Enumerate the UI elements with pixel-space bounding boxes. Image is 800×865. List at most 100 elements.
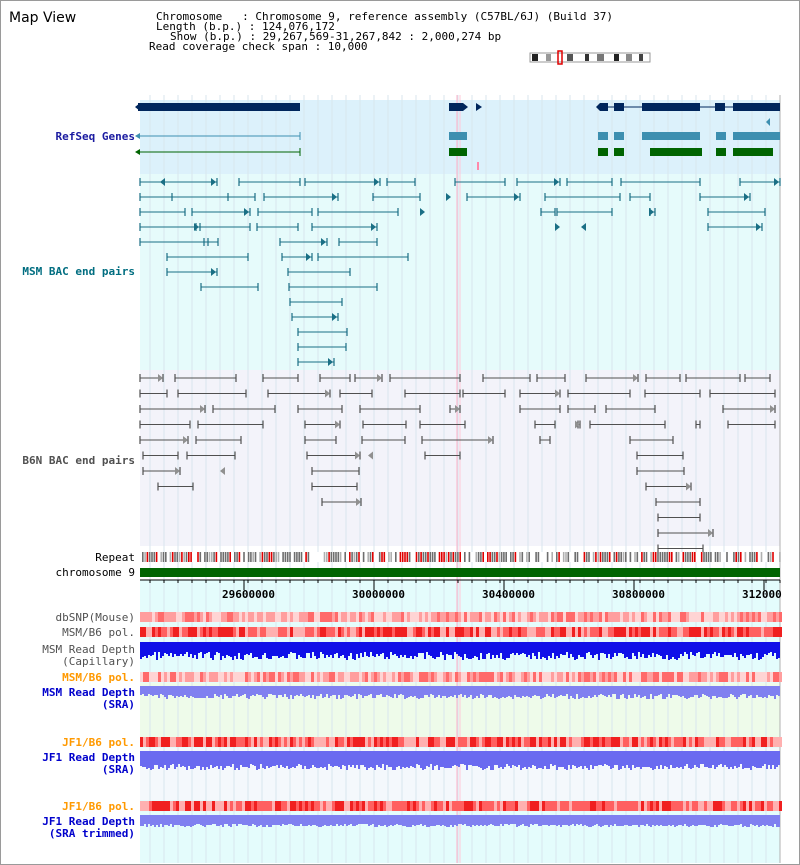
depth-bar <box>324 815 326 825</box>
depth-bar <box>230 751 232 767</box>
depth-bar <box>344 642 346 658</box>
depth-bar <box>212 751 214 768</box>
depth-bar <box>200 751 202 770</box>
msm-bac-label[interactable]: MSM BAC end pairs <box>22 265 135 278</box>
jf1-b6-pol-label-2[interactable]: JF1/B6 pol. <box>62 800 135 813</box>
depth-bar <box>620 751 622 769</box>
heat-cell <box>689 801 692 811</box>
depth-bar <box>358 686 360 694</box>
depth-bar <box>496 642 498 655</box>
heat-cell <box>368 801 371 811</box>
depth-bar <box>754 815 756 826</box>
heat-cell <box>164 627 167 637</box>
heat-cell <box>206 627 209 637</box>
dbsnp-label[interactable]: dbSNP(Mouse) <box>55 611 135 624</box>
depth-bar <box>594 815 596 825</box>
msm-pair-arrow <box>306 253 311 261</box>
depth-bar <box>174 815 176 825</box>
depth-bar <box>262 686 264 697</box>
heat-cell <box>701 737 704 747</box>
heat-cell <box>665 801 668 811</box>
heat-cell <box>236 737 239 747</box>
heat-cell <box>338 627 341 637</box>
heat-cell <box>326 612 329 622</box>
repeat-mark <box>629 552 632 562</box>
chromosome-ideogram[interactable] <box>529 50 651 65</box>
heat-cell <box>404 801 407 811</box>
repeat-mark <box>427 552 429 562</box>
heat-cell <box>467 612 470 622</box>
depth-bar <box>734 642 736 653</box>
heat-cell <box>590 612 593 622</box>
jf1-depth-trim-label[interactable]: JF1 Read Depth <box>42 815 135 828</box>
heat-cell <box>548 737 551 747</box>
depth-bar <box>352 686 354 696</box>
heat-cell <box>743 672 746 682</box>
heat-cell <box>293 672 296 682</box>
repeat-mark <box>305 552 307 562</box>
repeat-label[interactable]: Repeat <box>95 551 135 564</box>
depth-bar <box>718 751 720 765</box>
heat-cell <box>275 627 278 637</box>
refseq-genes-label[interactable]: RefSeq Genes <box>55 130 135 143</box>
heat-cell <box>596 612 599 622</box>
depth-bar <box>148 815 150 824</box>
jf1-b6-pol-label-1[interactable]: JF1/B6 pol. <box>62 736 135 749</box>
b6n-bac-label[interactable]: B6N BAC end pairs <box>22 454 135 467</box>
repeat-mark <box>744 552 747 562</box>
depth-bar <box>194 686 196 698</box>
depth-bar <box>750 686 752 695</box>
depth-bar <box>716 751 718 767</box>
msm-depth-sra-label[interactable]: MSM Read Depth <box>42 686 135 699</box>
repeat-mark <box>454 552 457 562</box>
msm-b6-pol-label-1[interactable]: MSM/B6 pol. <box>62 626 135 639</box>
depth-bar <box>576 751 578 768</box>
heat-cell <box>680 612 683 622</box>
depth-bar <box>688 686 690 698</box>
heat-cell <box>173 627 176 637</box>
heat-cell <box>452 801 455 811</box>
heat-cell <box>281 737 284 747</box>
msm-depth-capillary-label[interactable]: MSM Read Depth <box>42 643 135 656</box>
depth-bar <box>500 751 502 767</box>
heat-cell <box>779 672 782 682</box>
depth-bar <box>674 686 676 695</box>
repeat-mark <box>215 552 218 562</box>
heat-cell <box>725 737 728 747</box>
repeat-mark <box>464 552 466 562</box>
heat-cell <box>536 627 539 637</box>
heat-cell <box>224 627 227 637</box>
heat-cell <box>638 612 641 622</box>
depth-bar <box>274 815 276 825</box>
msm-b6-pol-heatmap-1 <box>140 627 782 637</box>
depth-bar <box>238 642 240 653</box>
depth-bar <box>324 751 326 767</box>
repeat-mark <box>772 552 774 562</box>
heat-cell <box>458 737 461 747</box>
heat-cell <box>626 612 629 622</box>
heat-cell <box>347 627 350 637</box>
depth-bar <box>278 815 280 825</box>
heat-cell <box>620 801 623 811</box>
jf1-depth-sra-label[interactable]: JF1 Read Depth <box>42 751 135 764</box>
depth-bar <box>578 751 580 767</box>
depth-bar <box>244 751 246 767</box>
depth-bar <box>404 642 406 655</box>
depth-bar <box>748 815 750 827</box>
heat-cell <box>359 801 362 811</box>
repeat-mark <box>259 552 261 562</box>
heat-cell <box>314 612 317 622</box>
repeat-mark <box>719 552 721 562</box>
depth-bar <box>580 686 582 698</box>
depth-bar <box>188 642 190 657</box>
repeat-mark <box>493 552 496 562</box>
depth-bar <box>568 686 570 699</box>
heat-cell <box>752 627 755 637</box>
depth-bar <box>742 815 744 827</box>
heat-cell <box>317 612 320 622</box>
depth-bar <box>358 642 360 658</box>
heat-cell <box>449 612 452 622</box>
depth-bar <box>424 815 426 825</box>
depth-bar <box>156 686 158 695</box>
msm-b6-pol-label-2[interactable]: MSM/B6 pol. <box>62 671 135 684</box>
